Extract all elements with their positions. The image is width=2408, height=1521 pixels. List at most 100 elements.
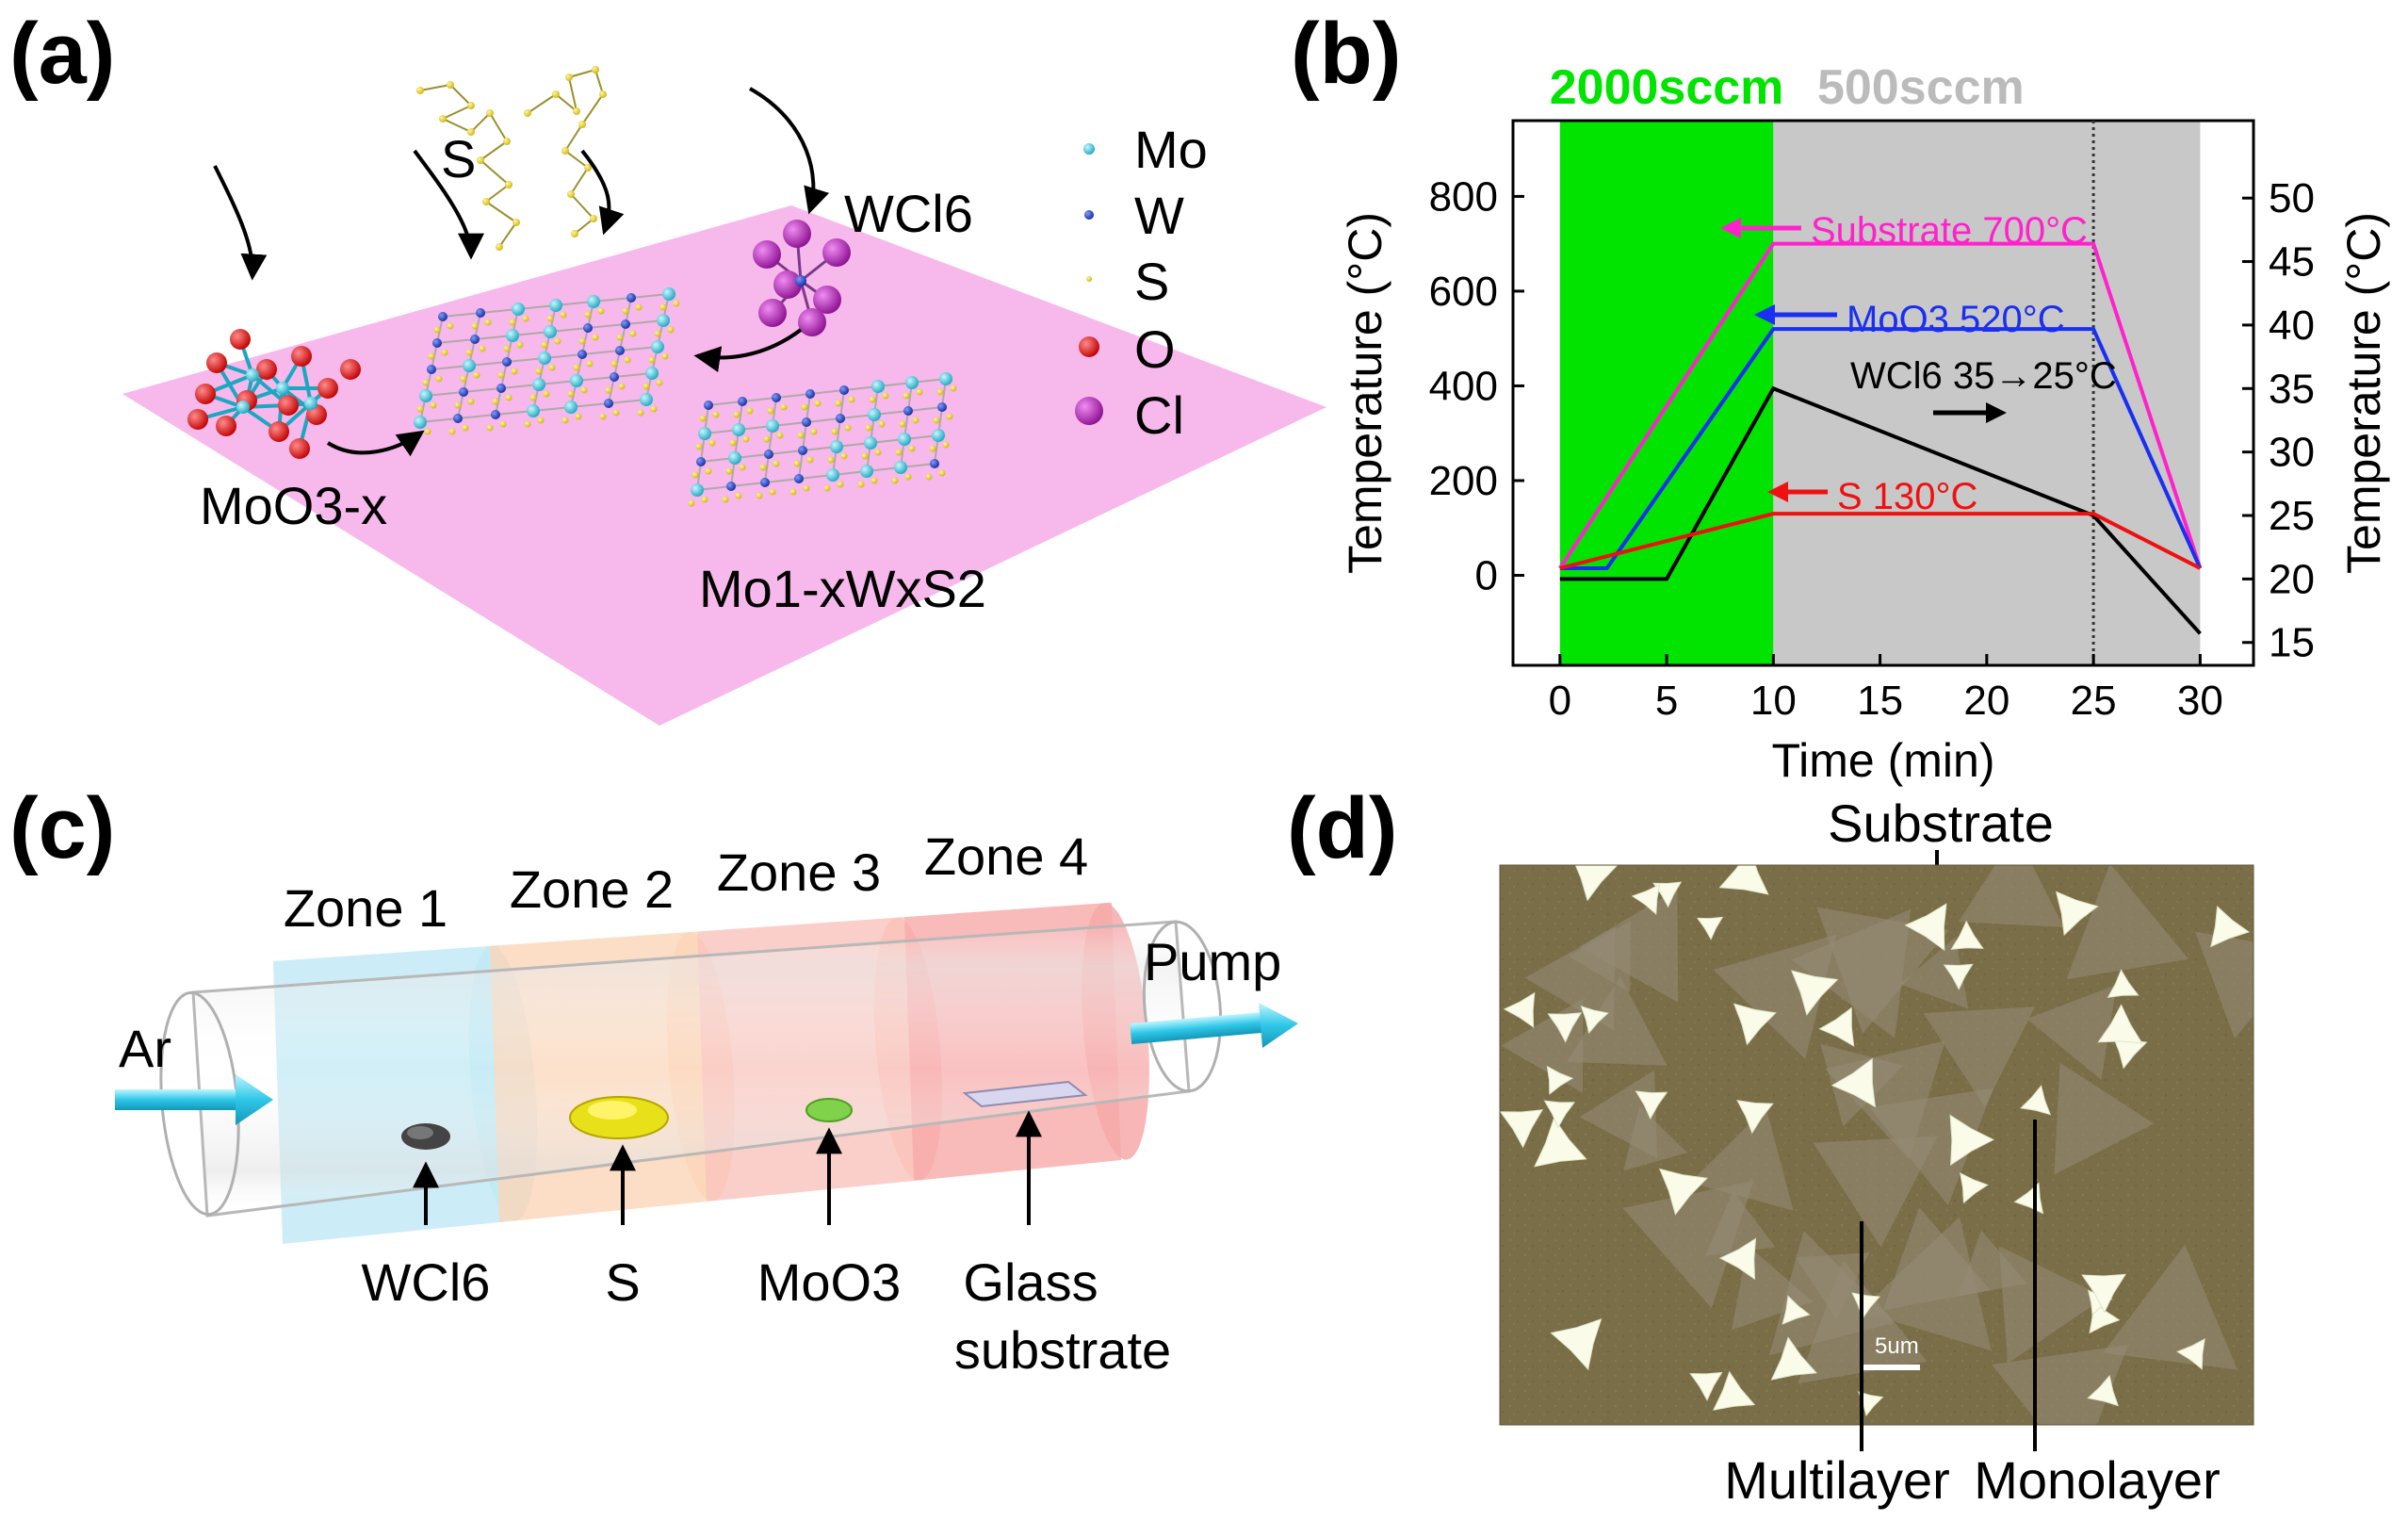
- s-atom: [733, 411, 740, 418]
- mo-atom: [657, 314, 670, 327]
- s-atom: [773, 460, 780, 467]
- mo-atom: [698, 427, 711, 440]
- w-atom: [930, 459, 939, 468]
- tube-right-end: [1142, 920, 1223, 1093]
- alloy-lattice-right: [688, 372, 957, 507]
- mo-atom: [570, 374, 583, 387]
- s-atom: [629, 330, 637, 337]
- mo-atom: [932, 429, 945, 442]
- substrate-label-c: substrate: [954, 1320, 1171, 1380]
- mo-atom: [512, 303, 525, 316]
- multilayer-flake: [1736, 1100, 1774, 1135]
- s-atom: [612, 409, 620, 417]
- s-atom: [793, 460, 801, 467]
- s-atom: [827, 456, 835, 464]
- s-atom: [503, 345, 511, 352]
- w-atom: [836, 414, 845, 423]
- s-atom: [814, 400, 822, 407]
- s-atom: [578, 121, 586, 128]
- multilayer-flake: [1818, 1006, 1855, 1047]
- s-atom: [661, 352, 669, 360]
- s-atom: [537, 417, 545, 424]
- material-s: [569, 1096, 669, 1139]
- s-atom: [908, 445, 916, 452]
- mo-atom: [662, 287, 675, 301]
- monolayer-flake: [1992, 1344, 2129, 1425]
- y2-tick-label: 50: [2269, 175, 2315, 221]
- s-atom: [592, 334, 599, 341]
- panel-d: (d) Substrate 5um Multilayer Monolayer: [1287, 780, 2254, 1510]
- bond: [449, 84, 472, 106]
- s-atom: [561, 417, 569, 424]
- s-atom: [810, 428, 818, 435]
- s-atom: [505, 394, 513, 401]
- s-atom: [447, 322, 454, 330]
- s-atom: [673, 300, 680, 307]
- s-atom: [648, 356, 656, 364]
- cl-atom: [822, 238, 851, 267]
- monolayer-flake: [1623, 1105, 1687, 1171]
- mo-atom: [766, 419, 779, 433]
- multilayer-flake: [1718, 865, 1769, 895]
- series-line-3: [1559, 385, 2202, 635]
- ar-arrow: [115, 1074, 273, 1125]
- bond: [568, 69, 596, 78]
- arrow-mo-down: [213, 165, 268, 281]
- multilayer-flake: [1543, 1100, 1576, 1129]
- mo-atom: [532, 378, 545, 391]
- s-atom: [524, 109, 531, 117]
- annotation-3: WCl6 35→25°C: [1850, 355, 2117, 397]
- s-atom: [616, 334, 624, 341]
- s-atom: [691, 471, 699, 479]
- oxygen-atom: [268, 421, 289, 442]
- bond: [555, 93, 578, 112]
- s-atom: [699, 415, 707, 422]
- oxygen-atom: [206, 352, 227, 373]
- s-atom: [650, 405, 658, 413]
- y-tick-label: 800: [1429, 173, 1498, 220]
- bond: [527, 93, 557, 114]
- s-atom: [861, 452, 869, 460]
- s-atom: [869, 396, 876, 403]
- micrograph: [1500, 865, 2253, 1425]
- monolayer-flake: [1713, 934, 1837, 1059]
- w-atom: [760, 478, 770, 487]
- multilayer-flake: [1718, 1237, 1757, 1281]
- x-tick-label: 25: [2071, 678, 2117, 724]
- w-atom: [795, 275, 806, 286]
- s-atom: [599, 413, 607, 420]
- y2-tick-label: 45: [2269, 239, 2315, 286]
- multilayer-flake: [1830, 1057, 1877, 1108]
- s-atom: [424, 428, 431, 435]
- multilayer-flake: [1712, 1370, 1756, 1411]
- s-atom: [759, 464, 767, 471]
- multilayer-flake: [1733, 1003, 1777, 1046]
- s-atom: [659, 303, 667, 311]
- panel-label-c: (c): [9, 780, 115, 876]
- multilayer-flake: [1534, 1117, 1587, 1168]
- series-line-1: [1558, 241, 2203, 570]
- s-atom: [467, 398, 475, 405]
- zone-3-label: Zone 3: [717, 842, 881, 902]
- y2-tick-label: 40: [2269, 303, 2315, 349]
- w-atom: [432, 338, 442, 348]
- flow-region-2: [1773, 121, 2201, 665]
- s-atom: [578, 337, 586, 345]
- w-atom: [491, 410, 500, 419]
- s-atom: [936, 388, 944, 396]
- multilayer-flake: [1689, 1371, 1723, 1401]
- mo-atom: [414, 416, 427, 429]
- mo-atom: [894, 461, 907, 474]
- legend-cl-swatch: [1075, 397, 1103, 425]
- s-atom: [882, 392, 889, 400]
- s-atom: [546, 315, 554, 322]
- multilayer-label: Multilayer: [1724, 1450, 1950, 1510]
- multilayer-flake: [1943, 963, 1974, 990]
- s-atom: [637, 409, 644, 417]
- s-atom: [433, 326, 441, 334]
- w-atom: [615, 346, 625, 355]
- bond: [498, 221, 517, 248]
- y2-tick-label: 20: [2269, 556, 2315, 602]
- s-atom: [496, 243, 503, 251]
